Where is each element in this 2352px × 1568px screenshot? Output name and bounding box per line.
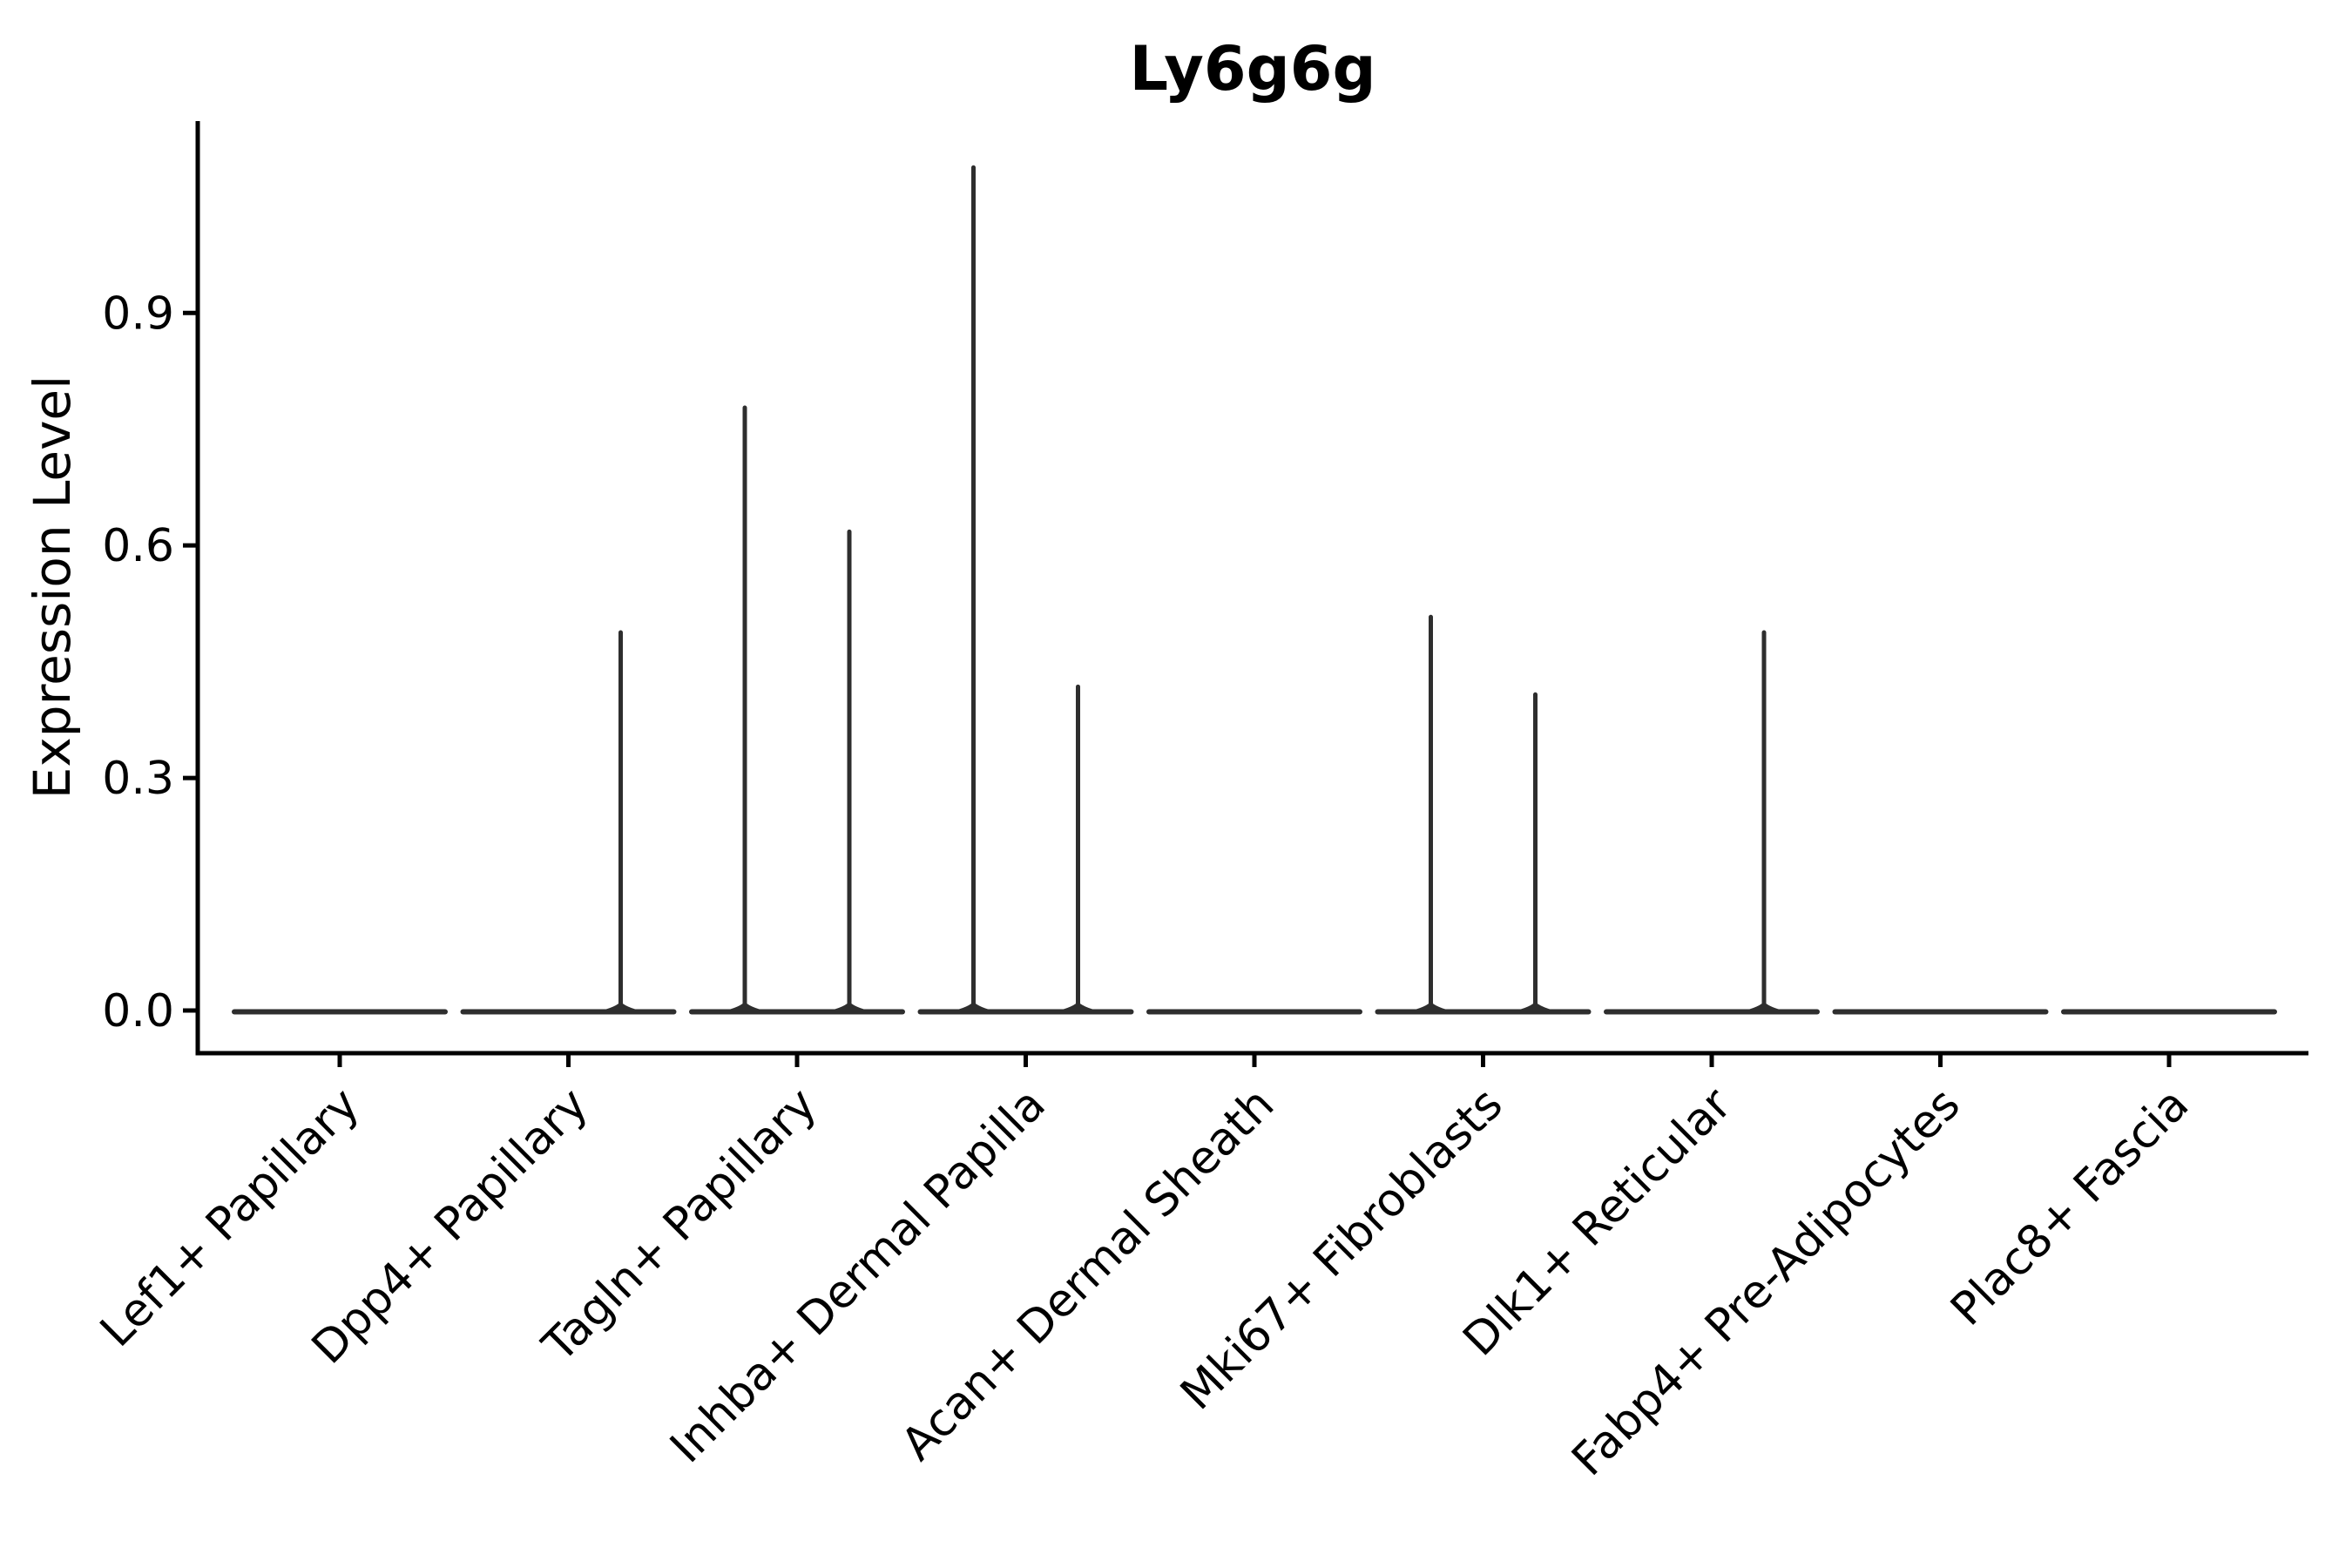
y-tick-label: 0.3 (102, 753, 174, 805)
y-axis-ticks: 0.0 0.3 0.6 0.9 (102, 287, 198, 1037)
x-axis-ticks (337, 1053, 2172, 1067)
violin (1375, 614, 1592, 1015)
violin (917, 165, 1134, 1015)
x-category-label: Acan+ Dermal Sheath (892, 1078, 1285, 1471)
y-tick-label: 0.6 (102, 520, 174, 572)
x-category-label: Inhba+ Dermal Papilla (660, 1078, 1055, 1473)
violin (689, 405, 905, 1015)
chart-title: Ly6g6g (1129, 33, 1375, 105)
violins (232, 165, 2277, 1015)
violin (460, 630, 677, 1015)
violin (1604, 630, 1820, 1015)
x-category-label: Plac8+ Fascia (1941, 1078, 2199, 1336)
y-tick-label: 0.0 (102, 985, 174, 1037)
x-category-label: Fabp4+ Pre-Adipocytes (1562, 1078, 1970, 1486)
y-tick-label: 0.9 (102, 287, 174, 340)
y-axis-label: Expression Level (23, 375, 82, 799)
